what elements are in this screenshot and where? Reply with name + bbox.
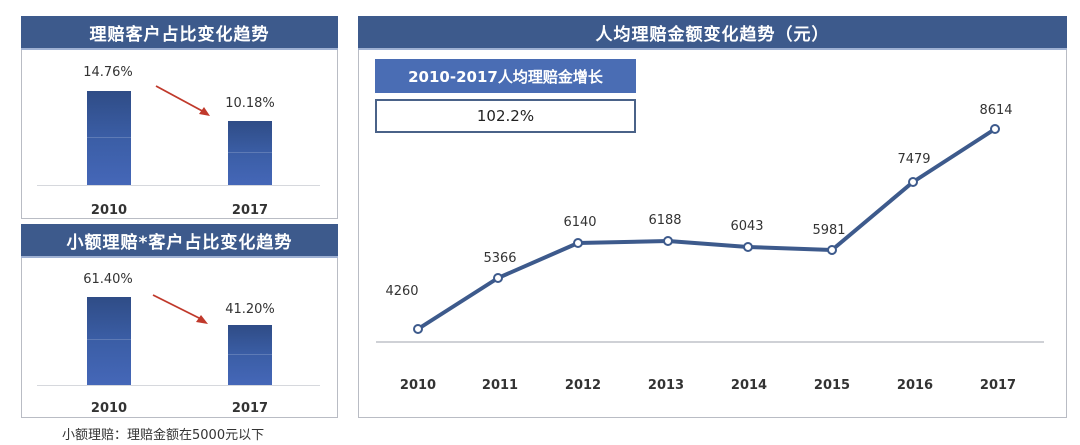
x-axis-line	[37, 185, 320, 186]
x-axis-label: 2010	[90, 203, 128, 218]
panel-title: 人均理赔金额变化趋势（元）	[358, 16, 1067, 50]
panel-title: 小额理赔*客户占比变化趋势	[21, 224, 338, 258]
point-label: 5981	[812, 223, 846, 238]
x-axis-label: 2011	[481, 378, 519, 393]
bar-value-label: 10.18%	[225, 96, 275, 111]
trend-arrow-icon	[152, 294, 208, 324]
x-axis-label: 2013	[647, 378, 685, 393]
bar-value-label: 14.76%	[83, 65, 133, 80]
x-axis-label: 2017	[231, 203, 269, 218]
x-axis-label: 2014	[730, 378, 768, 393]
bar-2017	[228, 325, 272, 385]
bar-2010	[87, 91, 131, 186]
trend-line	[416, 127, 997, 331]
trend-arrow-icon	[155, 85, 210, 116]
x-axis-label: 2010	[399, 378, 437, 393]
point-label: 4260	[385, 284, 419, 299]
x-axis-label: 2017	[979, 378, 1017, 393]
x-axis-label: 2017	[231, 401, 269, 416]
x-axis-line	[37, 385, 320, 386]
panel-title: 理赔客户占比变化趋势	[21, 16, 338, 50]
growth-title: 2010-2017人均理赔金增长	[375, 59, 636, 93]
point-label: 8614	[979, 103, 1013, 118]
x-axis-label: 2010	[90, 401, 128, 416]
bar-value-label: 41.20%	[225, 302, 275, 317]
x-axis-label: 2012	[564, 378, 602, 393]
point-label: 5366	[483, 251, 517, 266]
point-label: 7479	[897, 152, 931, 167]
point-label: 6140	[563, 215, 597, 230]
point-label: 6043	[730, 219, 764, 234]
bar-2010	[87, 297, 131, 385]
x-axis-label: 2015	[813, 378, 851, 393]
point-label: 6188	[648, 213, 682, 228]
bar-2017	[228, 121, 272, 186]
footnote: 小额理赔：理赔金额在5000元以下	[62, 428, 265, 443]
x-axis-label: 2016	[896, 378, 934, 393]
bar-value-label: 61.40%	[83, 272, 133, 287]
growth-value: 102.2%	[375, 99, 636, 133]
